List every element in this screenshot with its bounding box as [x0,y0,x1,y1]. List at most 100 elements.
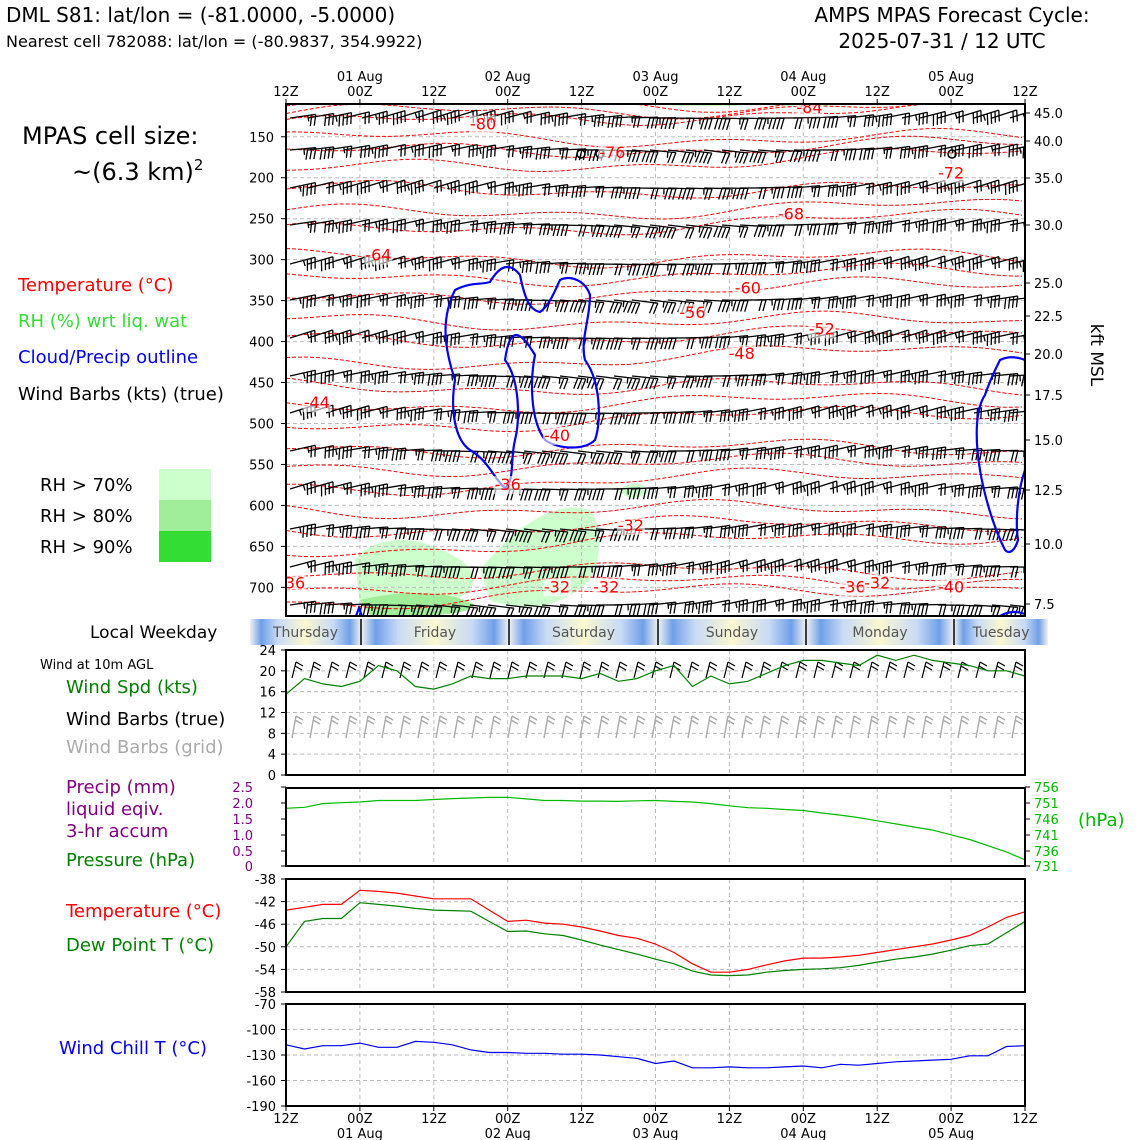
contour-label-bg [493,476,522,495]
cloud-outline [999,610,1025,616]
wind-barb [973,218,1001,234]
pressure-tick-label: 731 [1034,860,1059,875]
right-axis-tick-label: 10.0 [1034,538,1063,553]
wind-barb-true [327,661,340,679]
y-tick-label: 0 [268,769,276,784]
station-title: DML S81: lat/lon = (-81.0000, -5.0000) [6,3,395,27]
bottom-date-label: 03 Aug [632,1127,678,1140]
wind-barb [847,256,874,272]
wind-barb [523,604,551,616]
contour-label-bg [678,303,707,322]
wind-barb [793,444,821,459]
wind-barb [847,523,875,537]
wind-barb [595,412,623,425]
wind-barb [433,219,461,234]
wind-barb [343,293,370,309]
top-tick-label: 00Z [643,85,669,100]
wind-barb [559,184,587,199]
top-tick-label: 00Z [495,85,521,100]
wind-barb [757,598,784,612]
wind-barb [919,110,946,126]
wind-barb [613,375,641,390]
wind-barb [469,297,497,310]
wind-barb [361,370,389,385]
wind-barb [757,149,785,164]
precip-tick-label: 2.0 [232,797,253,812]
wind-barb [307,293,335,307]
wind-barb [667,410,695,424]
wind-barb [775,598,802,613]
dewpoint-line [285,902,1026,977]
wind-barb [433,295,461,309]
weekday-name: Thursday [272,625,338,641]
wind-barb-true [903,661,916,679]
top-time-axis: 12Z 00Z 12Z 00Z 12Z 00Z 12Z 00Z 12Z 00Z 12Z 01 Aug 0… [273,70,1038,104]
wind-barb [937,483,965,498]
wind-barb [793,296,821,310]
wind-barb [397,294,425,309]
wind-barb [739,117,767,130]
wind-barb [523,566,551,579]
wind-barb-true [543,661,556,679]
wind-barb-true [867,661,880,679]
wind-barb [343,445,371,459]
temperature-contour-label: -40 [544,426,570,445]
wind-barb [613,603,641,616]
wind-barb [865,220,893,235]
wind-barb [721,524,749,539]
left-axis-tick-label: 250 [249,213,274,228]
wind-barb [523,183,551,196]
top-tick-label: 12Z [421,85,447,100]
wind-barb [289,147,317,160]
wind-barb [433,143,461,157]
wind-barb [505,375,533,389]
wind-barb [505,450,533,465]
contour-label-bg [795,104,824,118]
top-tick-label: 12Z [1012,85,1038,100]
left-axis-tick-label: 600 [249,499,274,514]
wind-barb-grid [345,715,358,739]
wind-barb [811,522,838,537]
wind-barb-true [723,661,736,679]
right-axis-tick-label: 45.0 [1034,107,1063,122]
wind-barb [829,295,857,310]
pressure-tick-label: 741 [1034,829,1059,844]
wind-barb [541,604,569,616]
wind-barb [343,111,370,125]
wind-barb [361,604,389,616]
wind-barb [901,445,929,460]
y-tick-label: -42 [255,896,276,911]
wind-barb-grid [399,715,412,739]
wind-barb [289,256,316,271]
wind-barb [685,117,713,130]
wind-barb [919,446,947,461]
wind-barb [667,187,695,200]
top-date-label: 03 Aug [632,70,678,85]
wind-barb [379,143,407,157]
wind-barb [685,263,713,276]
precip-tick-label: 2.5 [232,781,253,796]
wind-barb [613,450,641,465]
wind-barb [865,560,892,576]
wind-barb-grid [903,715,916,739]
wind-barb [289,444,317,458]
wind-barb [847,182,875,196]
legend-rh: RH (%) wrt liq. wat [18,311,187,332]
wind-barb-true [993,661,1006,679]
wind-barb [613,412,641,425]
y-tick-label: 16 [259,686,276,701]
wind-barb [649,187,677,200]
wind-barb [955,294,983,308]
contour-label-bg [286,574,307,593]
wind-barb [631,563,659,577]
wind-barb [577,412,605,425]
wind-barb [811,599,839,613]
weekday-label: Local Weekday [90,623,217,643]
wind-barb [685,525,713,539]
wind-chill-label: Wind Chill T (°C) [59,1038,207,1059]
wind-barb [775,149,803,163]
temperature-contour [286,128,1023,148]
temperature-contour [286,515,1023,538]
wind-barb-grid [687,715,700,739]
wind-barb [415,565,443,578]
